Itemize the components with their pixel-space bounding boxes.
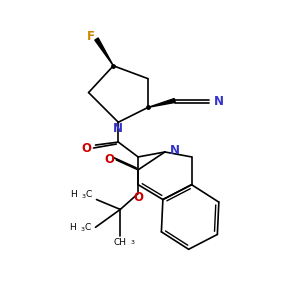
Text: $_3$C: $_3$C bbox=[81, 188, 93, 201]
Text: F: F bbox=[87, 30, 94, 43]
Text: O: O bbox=[104, 153, 114, 167]
Polygon shape bbox=[148, 98, 175, 107]
Text: O: O bbox=[133, 191, 143, 204]
Text: CH: CH bbox=[114, 238, 127, 247]
Text: $_3$: $_3$ bbox=[130, 238, 136, 247]
Text: H: H bbox=[70, 190, 77, 199]
Text: N: N bbox=[213, 95, 224, 108]
Text: N: N bbox=[113, 122, 123, 135]
Polygon shape bbox=[95, 38, 113, 66]
Text: H: H bbox=[69, 223, 76, 232]
Text: $_3$C: $_3$C bbox=[80, 221, 92, 233]
Text: O: O bbox=[82, 142, 92, 154]
Text: N: N bbox=[170, 143, 180, 157]
